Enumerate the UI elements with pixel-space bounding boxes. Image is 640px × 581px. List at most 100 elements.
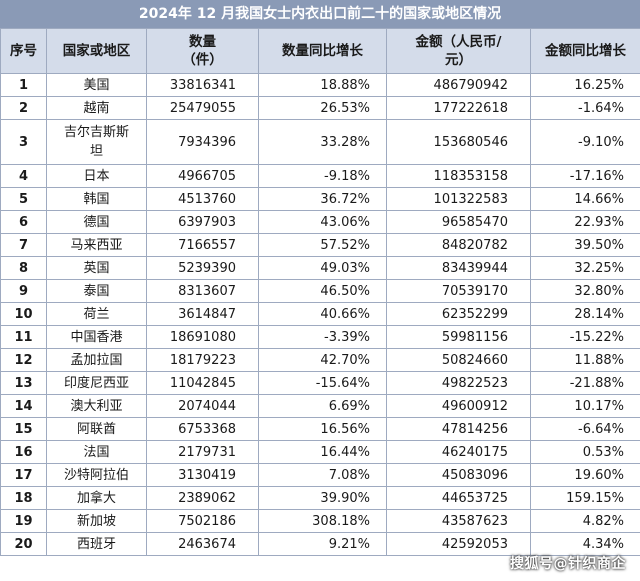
cell-index: 19 <box>0 509 47 533</box>
header-amount-line2: 元） <box>445 52 472 68</box>
cell-amount-growth: -21.88% <box>530 371 640 395</box>
table-row: 14 澳大利亚 2074044 6.69% 49600912 10.17% <box>0 394 640 418</box>
cell-quantity-growth: 49.03% <box>258 256 387 280</box>
cell-index: 8 <box>0 256 47 280</box>
cell-region: 法国 <box>46 440 147 464</box>
cell-index: 7 <box>0 233 47 257</box>
cell-amount: 153680546 <box>386 119 531 165</box>
cell-index: 9 <box>0 279 47 303</box>
cell-amount-growth: 16.25% <box>530 73 640 97</box>
cell-amount: 83439944 <box>386 256 531 280</box>
cell-amount: 50824660 <box>386 348 531 372</box>
cell-quantity-growth: 26.53% <box>258 96 387 120</box>
cell-quantity: 2463674 <box>146 532 259 556</box>
cell-amount-growth: 32.80% <box>530 279 640 303</box>
cell-quantity: 25479055 <box>146 96 259 120</box>
table-row: 17 沙特阿拉伯 3130419 7.08% 45083096 19.60% <box>0 463 640 487</box>
cell-amount: 42592053 <box>386 532 531 556</box>
cell-quantity: 18179223 <box>146 348 259 372</box>
table-row: 16 法国 2179731 16.44% 46240175 0.53% <box>0 440 640 464</box>
cell-region: 阿联酋 <box>46 417 147 441</box>
cell-index: 17 <box>0 463 47 487</box>
cell-amount-growth: 39.50% <box>530 233 640 257</box>
cell-amount: 118353158 <box>386 164 531 188</box>
cell-index: 2 <box>0 96 47 120</box>
table-row: 13 印度尼西亚 11042845 -15.64% 49822523 -21.8… <box>0 371 640 395</box>
cell-index: 13 <box>0 371 47 395</box>
table-row: 12 孟加拉国 18179223 42.70% 50824660 11.88% <box>0 348 640 372</box>
cell-amount-growth: -9.10% <box>530 119 640 165</box>
cell-quantity-growth: 16.56% <box>258 417 387 441</box>
cell-amount: 45083096 <box>386 463 531 487</box>
cell-quantity-growth: 36.72% <box>258 187 387 211</box>
cell-index: 3 <box>0 119 47 165</box>
cell-region: 加拿大 <box>46 486 147 510</box>
cell-quantity-growth: 9.21% <box>258 532 387 556</box>
cell-quantity: 4513760 <box>146 187 259 211</box>
cell-region: 西班牙 <box>46 532 147 556</box>
cell-quantity: 7166557 <box>146 233 259 257</box>
cell-amount: 49822523 <box>386 371 531 395</box>
cell-quantity-growth: 42.70% <box>258 348 387 372</box>
cell-amount-growth: 11.88% <box>530 348 640 372</box>
cell-amount: 46240175 <box>386 440 531 464</box>
cell-quantity: 3130419 <box>146 463 259 487</box>
watermark: 搜狐号@针织商企 <box>510 556 626 572</box>
cell-amount-growth: -1.64% <box>530 96 640 120</box>
table-row: 9 泰国 8313607 46.50% 70539170 32.80% <box>0 279 640 303</box>
table-row: 2 越南 25479055 26.53% 177222618 -1.64% <box>0 96 640 120</box>
cell-region: 中国香港 <box>46 325 147 349</box>
header-region: 国家或地区 <box>46 28 147 74</box>
cell-amount: 486790942 <box>386 73 531 97</box>
cell-quantity-growth: 308.18% <box>258 509 387 533</box>
cell-amount: 44653725 <box>386 486 531 510</box>
cell-quantity-growth: 46.50% <box>258 279 387 303</box>
cell-amount-growth: 4.82% <box>530 509 640 533</box>
cell-index: 1 <box>0 73 47 97</box>
cell-quantity: 5239390 <box>146 256 259 280</box>
cell-index: 12 <box>0 348 47 372</box>
cell-index: 10 <box>0 302 47 326</box>
table-row: 7 马来西亚 7166557 57.52% 84820782 39.50% <box>0 233 640 257</box>
cell-region-line1: 吉尔吉斯斯 <box>63 125 129 140</box>
cell-region: 孟加拉国 <box>46 348 147 372</box>
cell-amount-growth: -15.22% <box>530 325 640 349</box>
cell-amount: 59981156 <box>386 325 531 349</box>
cell-amount-growth: -6.64% <box>530 417 640 441</box>
table-row: 11 中国香港 18691080 -3.39% 59981156 -15.22% <box>0 325 640 349</box>
cell-region: 韩国 <box>46 187 147 211</box>
cell-region: 荷兰 <box>46 302 147 326</box>
table-row: 8 英国 5239390 49.03% 83439944 32.25% <box>0 256 640 280</box>
cell-region: 泰国 <box>46 279 147 303</box>
table-row: 3 吉尔吉斯斯 坦 7934396 33.28% 153680546 -9.10… <box>0 119 640 165</box>
cell-quantity: 6397903 <box>146 210 259 234</box>
cell-quantity: 3614847 <box>146 302 259 326</box>
cell-quantity-growth: -15.64% <box>258 371 387 395</box>
cell-index: 11 <box>0 325 47 349</box>
cell-quantity-growth: -3.39% <box>258 325 387 349</box>
cell-quantity: 18691080 <box>146 325 259 349</box>
cell-quantity-growth: 18.88% <box>258 73 387 97</box>
table-row: 4 日本 4966705 -9.18% 118353158 -17.16% <box>0 164 640 188</box>
cell-quantity: 2074044 <box>146 394 259 418</box>
cell-region: 沙特阿拉伯 <box>46 463 147 487</box>
cell-amount-growth: -17.16% <box>530 164 640 188</box>
table-header: 序号 国家或地区 数量 （件） 数量同比增长 金额（人民币/ 元） 金额同比增长 <box>0 28 640 74</box>
cell-amount-growth: 19.60% <box>530 463 640 487</box>
table-row: 20 西班牙 2463674 9.21% 42592053 4.34% <box>0 532 640 556</box>
header-index: 序号 <box>0 28 47 74</box>
cell-quantity: 8313607 <box>146 279 259 303</box>
cell-index: 16 <box>0 440 47 464</box>
cell-amount-growth: 14.66% <box>530 187 640 211</box>
cell-quantity-growth: 16.44% <box>258 440 387 464</box>
cell-amount-growth: 10.17% <box>530 394 640 418</box>
cell-index: 14 <box>0 394 47 418</box>
table-body: 1 美国 33816341 18.88% 486790942 16.25% 2 … <box>0 73 640 556</box>
cell-region: 英国 <box>46 256 147 280</box>
cell-quantity-growth: 33.28% <box>258 119 387 165</box>
cell-index: 20 <box>0 532 47 556</box>
cell-quantity-growth: 6.69% <box>258 394 387 418</box>
cell-quantity: 2389062 <box>146 486 259 510</box>
cell-quantity: 7502186 <box>146 509 259 533</box>
cell-amount: 43587623 <box>386 509 531 533</box>
